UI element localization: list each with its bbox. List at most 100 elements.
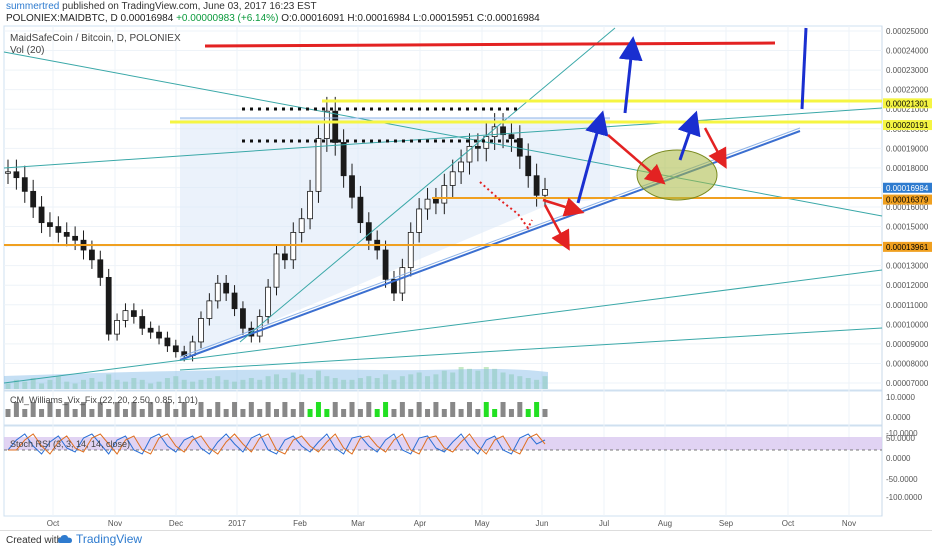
candle-body bbox=[491, 126, 498, 137]
vol-label: Vol (20) bbox=[10, 45, 44, 56]
x-tick-label: May bbox=[474, 519, 489, 528]
candle-body bbox=[164, 337, 171, 347]
candle-body bbox=[382, 249, 389, 280]
williams-bar bbox=[324, 409, 330, 417]
author-link[interactable]: summertred bbox=[6, 1, 60, 12]
y-tick-label: 0.00013000 bbox=[886, 262, 929, 271]
candle-body bbox=[231, 292, 238, 310]
candle-body bbox=[114, 320, 120, 335]
arrow-red-1 bbox=[542, 197, 585, 217]
candle-body bbox=[416, 208, 423, 233]
candle-body bbox=[542, 188, 548, 196]
williams-bar bbox=[349, 402, 355, 417]
candles-group bbox=[5, 96, 548, 362]
williams-bar bbox=[190, 409, 196, 417]
williams-bar bbox=[47, 402, 53, 417]
volume-bar bbox=[274, 374, 279, 389]
volume-bar bbox=[5, 383, 11, 389]
candle-body bbox=[281, 253, 288, 261]
candle-body bbox=[13, 171, 20, 179]
volume-bar bbox=[525, 378, 531, 389]
candle-body bbox=[449, 171, 456, 186]
x-tick-label: Jul bbox=[599, 519, 609, 528]
williams-bar bbox=[248, 402, 254, 417]
volume-bar bbox=[114, 379, 120, 389]
williams-bar bbox=[198, 402, 204, 417]
price-label-text: 0.00016984 bbox=[886, 184, 929, 193]
volume-bar bbox=[215, 376, 221, 389]
x-tick-label: 2017 bbox=[228, 519, 246, 528]
candle-body bbox=[340, 142, 347, 177]
candle-body bbox=[349, 175, 355, 198]
williams-bar bbox=[5, 409, 11, 417]
williams-bar bbox=[265, 402, 271, 417]
williams-bar bbox=[500, 402, 506, 417]
trendline-long-1 bbox=[3, 269, 883, 384]
volume-bar bbox=[139, 379, 145, 389]
williams-bar bbox=[433, 402, 439, 417]
williams-bar bbox=[332, 402, 338, 417]
trendline-long-2 bbox=[179, 327, 883, 371]
y-tick-label: 0.00025000 bbox=[886, 27, 929, 36]
candle-body bbox=[265, 286, 272, 317]
stoch-band bbox=[4, 437, 882, 450]
volume-bar bbox=[173, 376, 179, 389]
stoch-tick-label: -50.0000 bbox=[886, 475, 918, 484]
williams-bar bbox=[458, 409, 464, 417]
x-tick-label: Sep bbox=[719, 519, 734, 528]
candle-body bbox=[298, 218, 305, 233]
volume-bar bbox=[450, 372, 456, 389]
volume-bar bbox=[13, 379, 19, 389]
volume-bar bbox=[483, 367, 489, 389]
volume-bar bbox=[366, 376, 372, 389]
volume-bar bbox=[198, 379, 204, 389]
volume-bar bbox=[89, 378, 95, 389]
volume-bar bbox=[181, 379, 187, 389]
published-text: published on TradingView.com, June 03, 2… bbox=[62, 1, 317, 12]
candle-body bbox=[315, 138, 322, 192]
y-tick-label: 0.00024000 bbox=[886, 47, 929, 56]
candle-body bbox=[433, 198, 439, 204]
y-tick-label: 0.00015000 bbox=[886, 223, 929, 232]
williams-bar bbox=[22, 409, 28, 417]
williams-group bbox=[5, 402, 548, 417]
candle-body bbox=[38, 206, 45, 224]
x-tick-label: Aug bbox=[658, 519, 672, 528]
volume-bar bbox=[148, 383, 154, 389]
tradingview-brand[interactable]: TradingView bbox=[76, 532, 143, 546]
williams-bar bbox=[156, 409, 162, 417]
candle-body bbox=[357, 196, 364, 224]
candle-body bbox=[5, 171, 11, 174]
williams-bar bbox=[97, 402, 103, 417]
candle-body bbox=[30, 190, 37, 208]
x-tick-label: Oct bbox=[782, 519, 795, 528]
volume-bar bbox=[534, 379, 540, 389]
williams-bar bbox=[374, 409, 380, 417]
current-price: 0.00016984 bbox=[120, 13, 174, 24]
arrow-red-3 bbox=[607, 134, 666, 185]
williams-bar bbox=[139, 409, 145, 417]
volume-bar bbox=[357, 378, 363, 389]
stoch-d-line bbox=[8, 433, 546, 455]
chart-canvas[interactable]: MaidSafeCoin / Bitcoin, D, POLONIEX Vol … bbox=[0, 0, 932, 530]
candle-body bbox=[214, 282, 221, 302]
candle-body bbox=[500, 126, 506, 136]
williams-bar bbox=[240, 409, 246, 417]
williams-tick-label: -10.0000 bbox=[886, 429, 918, 438]
volume-group bbox=[4, 367, 548, 389]
arrow-blue-3 bbox=[618, 36, 643, 114]
volume-bar bbox=[206, 378, 212, 389]
pattern-shade bbox=[180, 118, 610, 360]
y-tick-label: 0.00019000 bbox=[886, 144, 929, 153]
williams-bar bbox=[534, 402, 540, 417]
candle-body bbox=[63, 232, 70, 237]
volume-bar bbox=[81, 379, 87, 389]
y-tick-label: 0.00009000 bbox=[886, 340, 929, 349]
ohlc-label: O:0.00016091 H:0.00016984 L:0.00015951 C… bbox=[281, 13, 540, 24]
williams-bar bbox=[542, 409, 548, 417]
x-tick-label: Apr bbox=[414, 519, 427, 528]
williams-bar bbox=[441, 409, 447, 417]
price-label-text: 0.00016379 bbox=[886, 196, 929, 205]
candle-body bbox=[223, 282, 230, 294]
williams-bar bbox=[223, 409, 229, 417]
